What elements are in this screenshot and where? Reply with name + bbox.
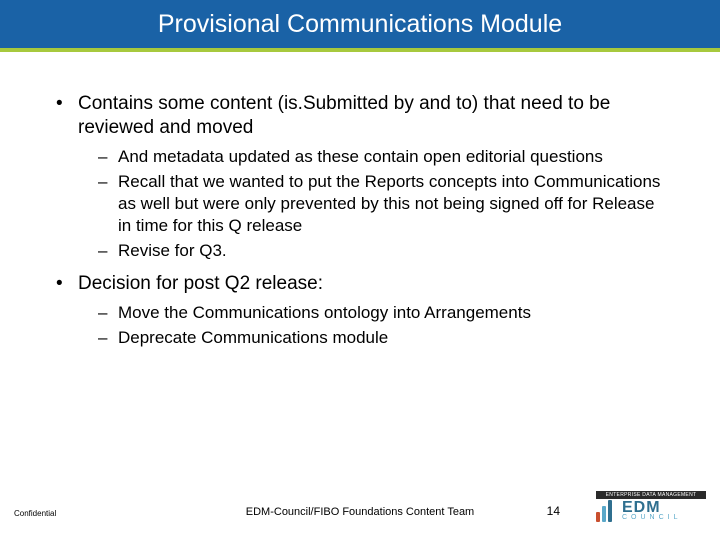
sub-bullet-item: Revise for Q3. [78,240,670,262]
edm-logo: ENTERPRISE DATA MANAGEMENT EDM COUNCIL [596,491,706,522]
title-bar: Provisional Communications Module [0,0,720,48]
sub-bullet-item: Recall that we wanted to put the Reports… [78,171,670,237]
sub-bullet-item: Move the Communications ontology into Ar… [78,302,670,324]
logo-tagline: ENTERPRISE DATA MANAGEMENT [596,491,706,499]
page-number: 14 [547,504,560,518]
logo-edm-text: EDM [622,501,682,515]
logo-council-text: COUNCIL [622,515,682,521]
sub-bullet-list: And metadata updated as these contain op… [78,146,670,262]
bullet-text: Contains some content (is.Submitted by a… [78,93,610,138]
team-label: EDM-Council/FIBO Foundations Content Tea… [246,506,474,518]
sub-bullet-list: Move the Communications ontology into Ar… [78,302,670,349]
slide: Provisional Communications Module Contai… [0,0,720,540]
bullet-item: Contains some content (is.Submitted by a… [50,92,670,262]
logo-text: EDM COUNCIL [622,501,682,522]
logo-main: EDM COUNCIL [596,500,706,522]
footer: Confidential EDM-Council/FIBO Foundation… [0,488,720,528]
slide-title: Provisional Communications Module [158,10,562,39]
sub-bullet-item: And metadata updated as these contain op… [78,146,670,168]
bullet-list: Contains some content (is.Submitted by a… [50,92,670,349]
bullet-item: Decision for post Q2 release: Move the C… [50,272,670,349]
logo-bars-icon [596,500,618,522]
sub-bullet-item: Deprecate Communications module [78,327,670,349]
content-area: Contains some content (is.Submitted by a… [0,52,720,349]
bullet-text: Decision for post Q2 release: [78,273,323,294]
confidential-label: Confidential [14,509,56,518]
